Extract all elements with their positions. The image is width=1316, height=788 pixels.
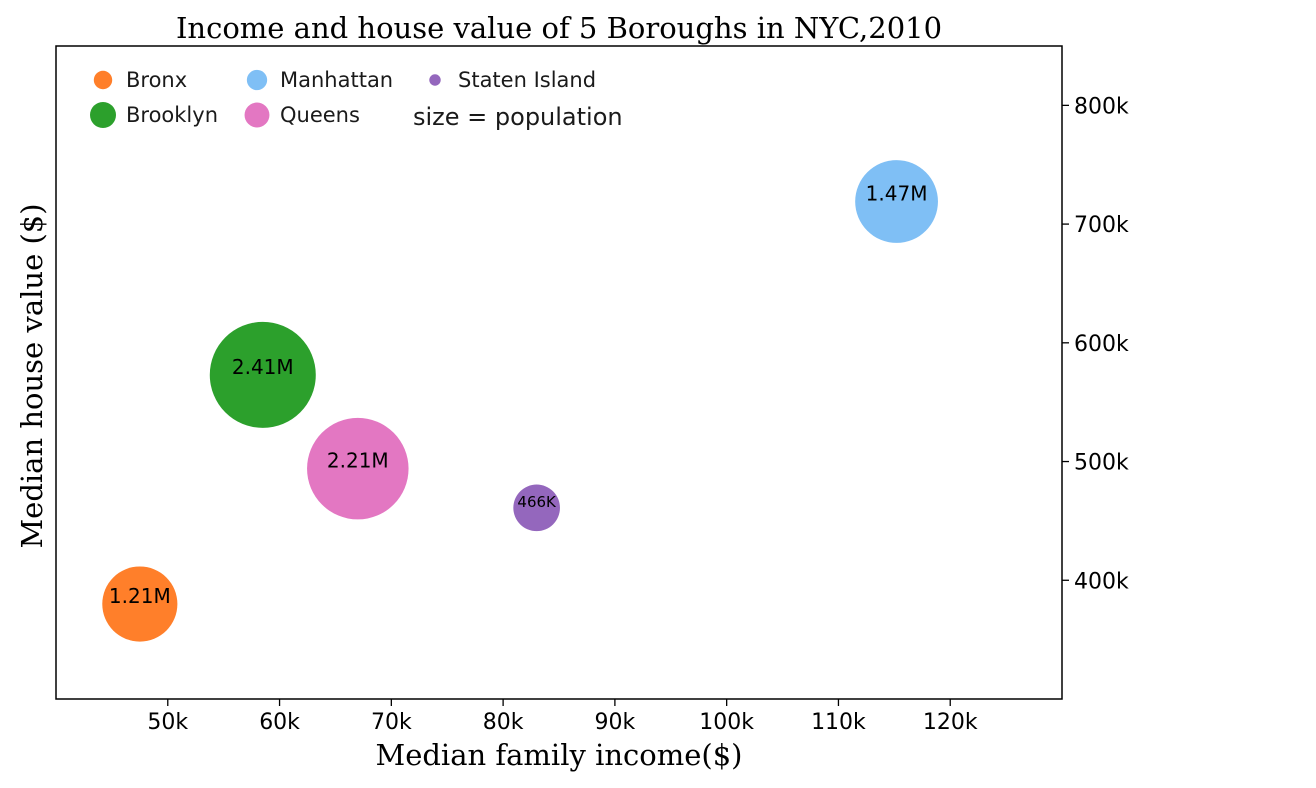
bubble-label-manhattan: 1.47M	[866, 182, 928, 206]
x-axis: 50k 60k 70k 80k 90k 100k 110k 120k	[147, 699, 978, 735]
bubble-label-queens: 2.21M	[327, 449, 389, 473]
x-tick-label: 110k	[811, 710, 866, 735]
size-note: size = population	[413, 103, 623, 131]
legend-marker-bronx	[93, 70, 113, 90]
legend: Bronx Brooklyn Manhattan Queens Staten Islan…	[90, 68, 596, 128]
y-tick-label: 400k	[1074, 569, 1129, 594]
bubble-label-brooklyn: 2.41M	[232, 355, 294, 379]
y-tick-label: 800k	[1074, 94, 1129, 119]
legend-label-bronx: Bronx	[126, 68, 187, 92]
legend-label-brooklyn: Brooklyn	[126, 103, 218, 127]
y-tick-label: 700k	[1074, 213, 1129, 238]
bubble-bronx	[102, 566, 178, 642]
x-tick-label: 100k	[699, 710, 754, 735]
bubble-manhattan	[855, 160, 938, 243]
y-axis-label: Median house value ($)	[15, 203, 49, 548]
legend-label-manhattan: Manhattan	[280, 68, 393, 92]
x-tick-label: 90k	[595, 710, 636, 735]
bubble-brooklyn	[209, 321, 316, 428]
legend-label-queens: Queens	[280, 103, 360, 127]
y-axis: 400k 500k 600k 700k 800k	[1062, 94, 1129, 594]
y-tick-label: 600k	[1074, 332, 1129, 357]
x-tick-label: 70k	[371, 710, 412, 735]
bubble-label-staten-island: 466K	[517, 493, 557, 511]
legend-marker-staten-island	[429, 74, 441, 86]
x-tick-label: 50k	[147, 710, 188, 735]
x-tick-label: 60k	[259, 710, 300, 735]
bubble-queens	[307, 417, 409, 520]
legend-marker-queens	[244, 102, 270, 128]
chart-title: Income and house value of 5 Boroughs in …	[176, 11, 942, 45]
x-tick-label: 80k	[483, 710, 524, 735]
bubble-layer: 1.21M 2.41M 1.47M 2.21M 466K	[102, 160, 938, 642]
legend-label-staten-island: Staten Island	[458, 68, 596, 92]
x-tick-label: 120k	[923, 710, 978, 735]
legend-marker-manhattan	[246, 69, 268, 91]
x-axis-label: Median family income($)	[376, 738, 743, 772]
bubble-staten-island	[513, 484, 560, 532]
plot-area-frame	[55, 45, 1063, 700]
legend-marker-brooklyn	[90, 102, 116, 128]
y-tick-label: 500k	[1074, 451, 1129, 476]
bubble-label-bronx: 1.21M	[109, 584, 171, 608]
